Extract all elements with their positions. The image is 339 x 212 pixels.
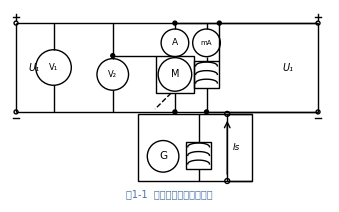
Circle shape [173,110,177,114]
Bar [138,114,252,181]
Bar [156,56,194,93]
Text: U₁: U₁ [28,63,39,73]
Text: G: G [159,151,167,161]
Text: M: M [171,69,179,80]
Text: mA: mA [201,40,212,46]
Circle shape [111,54,115,58]
Text: V₂: V₂ [108,70,117,79]
Text: U₁: U₁ [283,63,294,73]
Bar [194,61,219,88]
Circle shape [217,21,221,25]
Circle shape [173,21,177,25]
Text: A: A [172,38,178,47]
Text: 图1-1  他励直流电动机接线图: 图1-1 他励直流电动机接线图 [126,189,212,199]
Bar [186,142,212,169]
Text: V₁: V₁ [49,63,58,72]
Circle shape [204,110,208,114]
Text: Is: Is [233,143,241,152]
